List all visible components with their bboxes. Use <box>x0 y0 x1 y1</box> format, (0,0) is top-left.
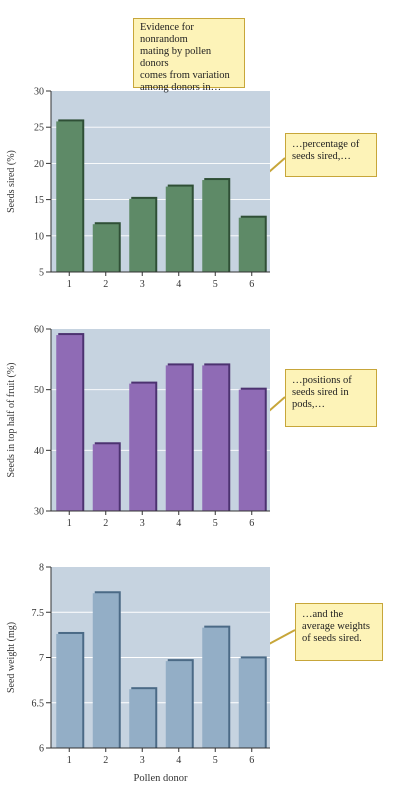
bar <box>56 335 83 511</box>
x-tick-label: 6 <box>249 279 254 290</box>
x-tick-label: 5 <box>213 518 218 529</box>
callout-connectors <box>268 157 296 645</box>
x-tick-label: 5 <box>213 279 218 290</box>
bar <box>202 627 229 748</box>
y-tick-label: 15 <box>34 195 44 206</box>
chart-3: 6 6.5 7 7.5 8 1 2 3 4 5 6 Seed weight (mg) Pollen do… <box>6 563 270 784</box>
callout-pointer <box>268 629 296 645</box>
x-tick-label: 2 <box>103 279 108 290</box>
y-tick-label: 6.5 <box>32 698 45 709</box>
x-tick-label: 1 <box>67 518 72 529</box>
callout-1-text: …percentage of seeds sired,… <box>292 139 360 162</box>
x-tick-label: 2 <box>103 518 108 529</box>
y-tick-label: 60 <box>34 325 44 336</box>
y-tick-label: 30 <box>34 87 44 98</box>
y-tick-label: 25 <box>34 123 44 134</box>
y-axis-label: Seeds in top half of fruit (%) <box>6 363 17 478</box>
y-tick-label: 10 <box>34 231 44 242</box>
callout-pointer <box>268 396 286 412</box>
y-tick-label: 6 <box>39 744 44 755</box>
plot-background <box>51 91 270 272</box>
bar <box>92 593 119 748</box>
callout-3: …and the average weights of seeds sired. <box>295 603 383 661</box>
x-tick-label: 3 <box>140 279 145 290</box>
callout-3-text: …and the average weights of seeds sired. <box>302 609 370 644</box>
x-tick-label: 4 <box>176 518 181 529</box>
x-axis-label: Pollen donor <box>134 773 188 784</box>
y-tick-label: 40 <box>34 446 44 457</box>
bar <box>129 689 156 748</box>
chart-2: 30 40 50 60 1 2 3 4 5 6 Seeds in top half of fruit… <box>6 325 270 529</box>
callout-1: …percentage of seeds sired,… <box>285 133 377 177</box>
chart-1: 5 10 15 20 25 30 1 2 3 4 5 6 Seeds sired (%) <box>6 87 270 290</box>
x-tick-label: 3 <box>140 518 145 529</box>
y-tick-label: 7.5 <box>32 608 45 619</box>
bar <box>56 121 83 273</box>
bar <box>238 389 265 511</box>
bar <box>238 217 265 272</box>
bar <box>129 198 156 272</box>
x-tick-label: 4 <box>176 755 181 766</box>
bar <box>238 658 265 748</box>
x-tick-label: 4 <box>176 279 181 290</box>
y-axis-label: Seeds sired (%) <box>6 150 17 213</box>
y-tick-label: 7 <box>39 653 44 664</box>
y-axis-label: Seed weight (mg) <box>6 622 17 693</box>
x-tick-label: 6 <box>249 755 254 766</box>
bar <box>202 180 229 272</box>
y-tick-label: 5 <box>39 268 44 279</box>
header-callout-text: Evidence for nonrandom mating by pollen … <box>140 22 230 93</box>
y-tick-label: 30 <box>34 507 44 518</box>
bar <box>202 365 229 511</box>
bar <box>165 186 192 272</box>
header-callout: Evidence for nonrandom mating by pollen … <box>133 18 245 93</box>
bar <box>165 661 192 748</box>
x-tick-label: 3 <box>140 755 145 766</box>
x-tick-label: 1 <box>67 279 72 290</box>
y-tick-label: 50 <box>34 385 44 396</box>
x-tick-label: 2 <box>103 755 108 766</box>
callout-2: …positions of seeds sired in pods,… <box>285 369 377 427</box>
x-tick-label: 5 <box>213 755 218 766</box>
bar <box>56 633 83 748</box>
callout-2-text: …positions of seeds sired in pods,… <box>292 375 352 410</box>
y-tick-label: 20 <box>34 159 44 170</box>
x-tick-label: 1 <box>67 755 72 766</box>
bar <box>129 383 156 511</box>
x-tick-label: 6 <box>249 518 254 529</box>
bar <box>92 224 119 272</box>
plot-background <box>51 329 270 511</box>
callout-pointer <box>268 157 286 173</box>
bar <box>92 444 119 511</box>
y-tick-label: 8 <box>39 563 44 574</box>
bar <box>165 365 192 511</box>
